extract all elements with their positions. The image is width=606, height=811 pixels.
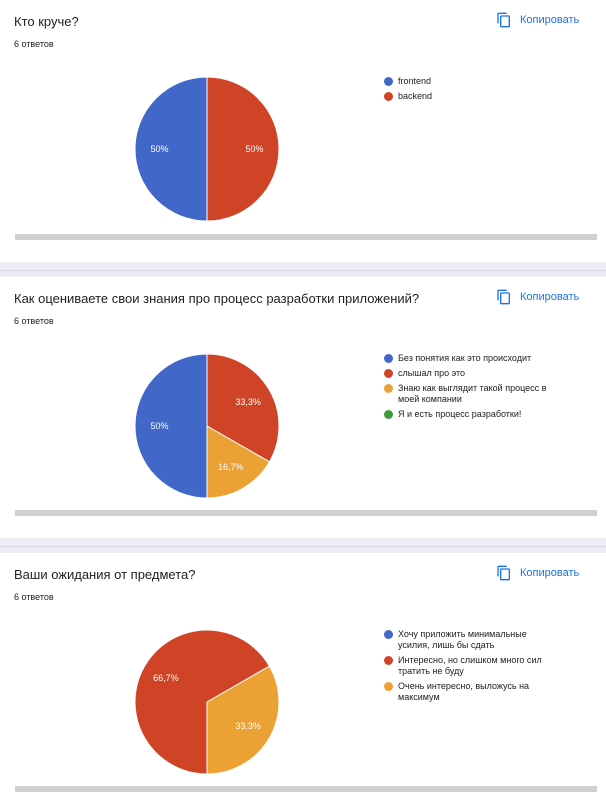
legend-label: Интересно, но слишком много сил тратить … bbox=[398, 655, 542, 676]
legend-swatch bbox=[384, 92, 393, 101]
copy-button[interactable]: Копировать bbox=[496, 287, 579, 307]
copy-button[interactable]: Копировать bbox=[496, 563, 579, 583]
legend-item: Без понятия как это происходит bbox=[384, 353, 554, 364]
slice-label: 66,7% bbox=[153, 673, 179, 683]
legend-label: frontend bbox=[398, 76, 432, 86]
pie-slice[interactable] bbox=[134, 76, 208, 222]
slice-label: 33,3% bbox=[235, 721, 261, 731]
response-count: 6 ответов bbox=[14, 592, 54, 602]
legend-item: Я и есть процесс разработки! bbox=[384, 409, 554, 420]
pie-chart: 50% 50% bbox=[134, 76, 280, 222]
copy-label: Копировать bbox=[520, 567, 580, 579]
legend-label: слышал про это bbox=[398, 368, 466, 378]
card-divider bbox=[0, 546, 606, 547]
pie-slice[interactable] bbox=[206, 76, 280, 222]
legend-swatch bbox=[384, 384, 393, 393]
chart-legend: Хочу приложить минимальные усилия, лишь … bbox=[384, 629, 554, 707]
copy-icon bbox=[497, 289, 510, 305]
question-card: Как оцениваете свои знания про процесс р… bbox=[0, 277, 606, 538]
response-count: 6 ответов bbox=[14, 316, 54, 326]
horizontal-scrollbar[interactable] bbox=[15, 234, 597, 240]
legend-swatch bbox=[384, 77, 393, 86]
legend-item: слышал про это bbox=[384, 368, 554, 379]
pie-chart: 50% 33,3% 16,7% bbox=[134, 353, 280, 499]
slice-label: 33,3% bbox=[235, 397, 261, 407]
question-title: Как оцениваете свои знания про процесс р… bbox=[14, 291, 420, 306]
card-divider bbox=[0, 270, 606, 271]
legend-label: Очень интересно, выложусь на максимум bbox=[398, 681, 530, 702]
horizontal-scrollbar[interactable] bbox=[15, 510, 597, 516]
slice-label: 50% bbox=[150, 421, 168, 431]
copy-label: Копировать bbox=[520, 291, 580, 303]
legend-item: Знаю как выглядит такой процесс в моей к… bbox=[384, 383, 554, 405]
legend-label: Я и есть процесс разработки! bbox=[398, 409, 522, 419]
slice-label: 50% bbox=[150, 144, 168, 154]
legend-item: backend bbox=[384, 91, 554, 102]
chart-legend: Без понятия как это происходит слышал про… bbox=[384, 353, 554, 424]
legend-item: frontend bbox=[384, 76, 554, 87]
chart-legend: frontend backend bbox=[384, 76, 554, 106]
question-card: Ваши ожидания от предмета? 6 ответов Коп… bbox=[0, 553, 606, 811]
legend-swatch bbox=[384, 369, 393, 378]
copy-label: Копировать bbox=[520, 14, 580, 26]
question-title: Ваши ожидания от предмета? bbox=[14, 567, 196, 582]
response-count: 6 ответов bbox=[14, 39, 54, 49]
question-card: Кто круче? 6 ответов Копировать 50% 50% f… bbox=[0, 0, 606, 262]
question-title: Кто круче? bbox=[14, 14, 79, 29]
copy-icon bbox=[497, 565, 510, 581]
pie-slice[interactable] bbox=[206, 425, 271, 499]
legend-label: backend bbox=[398, 91, 433, 101]
legend-swatch bbox=[384, 682, 393, 691]
pie-slice[interactable] bbox=[206, 353, 280, 463]
horizontal-scrollbar[interactable] bbox=[15, 786, 597, 792]
legend-item: Хочу приложить минимальные усилия, лишь … bbox=[384, 629, 554, 651]
legend-swatch bbox=[384, 656, 393, 665]
pie-slice[interactable] bbox=[134, 353, 208, 499]
legend-swatch bbox=[384, 630, 393, 639]
legend-item: Очень интересно, выложусь на максимум bbox=[384, 681, 554, 703]
slice-label: 16,7% bbox=[218, 462, 244, 472]
legend-swatch bbox=[384, 354, 393, 363]
slice-label: 50% bbox=[246, 144, 264, 154]
copy-button[interactable]: Копировать bbox=[496, 10, 579, 30]
pie-slice[interactable] bbox=[134, 629, 271, 775]
legend-item: Интересно, но слишком много сил тратить … bbox=[384, 655, 554, 677]
legend-swatch bbox=[384, 410, 393, 419]
legend-label: Без понятия как это происходит bbox=[398, 353, 532, 363]
legend-label: Знаю как выглядит такой процесс в моей к… bbox=[398, 383, 547, 404]
pie-chart: 66,7% 33,3% bbox=[134, 629, 280, 775]
legend-label: Хочу приложить минимальные усилия, лишь … bbox=[398, 629, 527, 650]
copy-icon bbox=[497, 12, 510, 28]
pie-slice[interactable] bbox=[206, 665, 280, 775]
